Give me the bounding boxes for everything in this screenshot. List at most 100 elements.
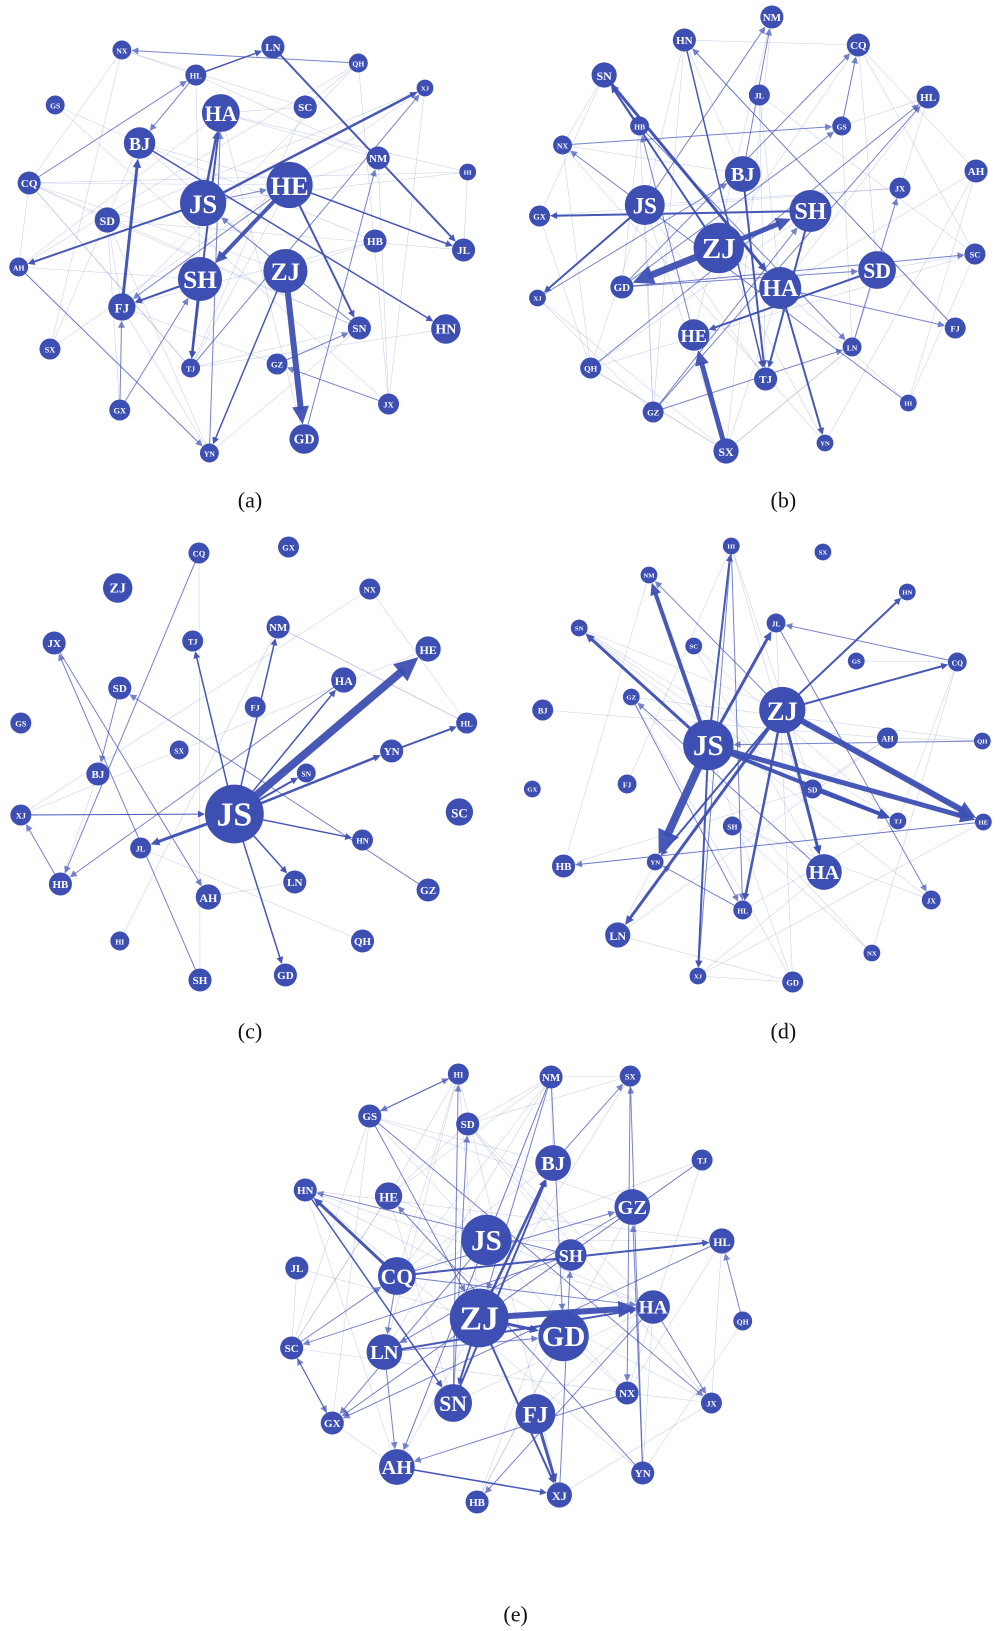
node (17, 171, 41, 195)
edge (119, 637, 274, 942)
node (416, 878, 440, 902)
edge (899, 107, 926, 189)
arrowhead (623, 1374, 631, 1382)
edge (562, 144, 820, 437)
edge (272, 46, 453, 239)
edge (380, 1119, 633, 1208)
edge (369, 1115, 700, 1394)
edge (18, 266, 199, 443)
arrowhead (449, 725, 457, 733)
node (553, 135, 572, 155)
node-label: NX (557, 142, 568, 151)
node-label: HB (469, 1497, 486, 1509)
edge (543, 74, 605, 207)
edge (297, 1195, 389, 1339)
arrowhead (26, 824, 33, 832)
arrowhead (825, 123, 833, 131)
edge (760, 105, 781, 289)
edge (900, 661, 958, 814)
arrowhead (785, 623, 793, 630)
edge (697, 825, 977, 977)
edge (369, 588, 461, 715)
node (617, 774, 637, 794)
edge (626, 1169, 700, 1394)
arrowhead (341, 1409, 350, 1417)
arrowhead (134, 296, 143, 304)
edge (32, 202, 204, 264)
arrowhead (189, 351, 197, 359)
edge (384, 1309, 632, 1353)
node-label: HN (676, 35, 693, 47)
node (899, 394, 917, 412)
arrowhead (940, 662, 949, 670)
node (366, 146, 390, 170)
edge (780, 707, 965, 814)
arrowhead (425, 314, 434, 322)
edge (135, 240, 376, 304)
node-label: HL (190, 72, 203, 81)
node (678, 319, 710, 351)
edge (60, 658, 201, 981)
edge (403, 1076, 552, 1451)
node-label: XJ (16, 812, 26, 821)
arrowhead (149, 123, 157, 131)
node-label: NX (364, 586, 376, 595)
edge (590, 107, 916, 369)
node-label: SC (285, 1343, 299, 1355)
node-label: SX (45, 346, 56, 355)
edge (543, 303, 654, 413)
node (858, 251, 896, 289)
edge (396, 1085, 545, 1277)
node-label: SD (113, 683, 127, 695)
edge (841, 125, 852, 338)
node-label: TJ (759, 374, 772, 386)
edge (380, 1118, 554, 1164)
edge (120, 165, 139, 308)
arrowhead (402, 1442, 410, 1451)
edge (28, 83, 183, 184)
node-label: NX (116, 47, 127, 56)
node (691, 1149, 713, 1171)
node-label: BJ (91, 769, 104, 781)
node-label: JL (290, 1263, 303, 1275)
node (685, 637, 703, 655)
edge (36, 191, 191, 369)
node-label: GD (277, 970, 294, 982)
node-label: JL (136, 845, 146, 854)
arrowhead (150, 837, 161, 846)
edge (578, 627, 805, 784)
caption: (b) (771, 488, 797, 513)
edge (811, 787, 884, 817)
node (580, 357, 602, 379)
edge (396, 1275, 631, 1305)
arrowhead (454, 1084, 462, 1092)
node (816, 434, 834, 452)
node-label: HB (367, 236, 384, 248)
edge (550, 1076, 563, 1306)
edge (199, 327, 360, 367)
arrowhead (813, 844, 822, 855)
node (169, 740, 189, 760)
arrowhead (413, 1456, 422, 1463)
node (177, 256, 223, 302)
edge (220, 112, 460, 171)
node-label: HN (435, 323, 456, 338)
arrowhead (484, 1485, 493, 1494)
arrowhead (632, 265, 656, 284)
arrowhead (179, 80, 188, 88)
node-label: JX (895, 185, 905, 194)
arrowhead (302, 1338, 311, 1346)
node-label: HE (419, 643, 436, 657)
edge (397, 1205, 643, 1474)
edge (478, 1075, 631, 1122)
node-label: GX (533, 213, 546, 222)
arrowhead (212, 436, 219, 445)
edge (119, 302, 186, 411)
edge (782, 665, 944, 711)
node (180, 179, 227, 227)
arrowhead (344, 833, 353, 840)
edge (128, 318, 210, 454)
edge (18, 194, 29, 268)
node (693, 222, 744, 274)
node-label: SX (718, 445, 734, 459)
